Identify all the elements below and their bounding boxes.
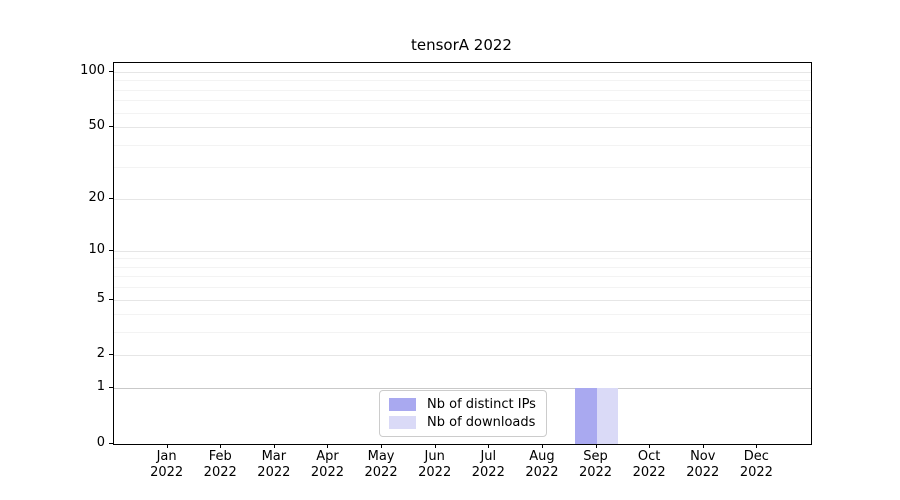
x-tick-mark <box>595 444 597 448</box>
legend: Nb of distinct IPs Nb of downloads <box>379 390 547 437</box>
y-tick-mark <box>109 197 113 199</box>
legend-swatch-distinct-ips-icon <box>389 397 416 411</box>
y-tick-label: 5 <box>96 290 105 306</box>
minor-gridline <box>114 266 811 268</box>
x-tick-label: Feb 2022 <box>203 449 237 480</box>
y-tick-label: 100 <box>80 63 105 79</box>
y-tick-mark <box>109 443 113 444</box>
x-tick-label: May 2022 <box>364 449 398 480</box>
x-tick-label: Mar 2022 <box>257 449 291 480</box>
x-tick-label: Sep 2022 <box>578 449 613 480</box>
legend-row-downloads: Nb of downloads <box>389 415 537 430</box>
x-tick-label: Aug 2022 <box>525 449 559 480</box>
x-tick-label: Dec 2022 <box>739 449 773 480</box>
minor-gridline <box>114 112 811 114</box>
x-tick-mark <box>488 444 490 448</box>
major-gridline <box>114 250 811 252</box>
x-tick-mark <box>434 444 436 448</box>
major-gridline <box>114 198 811 200</box>
x-tick-mark <box>649 444 651 448</box>
plot-area: Nb of distinct IPs Nb of downloads <box>113 62 812 445</box>
bar-downloads <box>596 388 619 444</box>
y-tick-mark <box>109 354 113 356</box>
minor-gridline <box>114 258 811 260</box>
y-tick-mark <box>109 387 113 389</box>
minor-gridline <box>114 332 811 334</box>
x-tick-mark <box>327 444 329 448</box>
major-gridline <box>114 72 811 74</box>
y-tick-label: 1 <box>96 379 105 395</box>
minor-gridline <box>114 89 811 91</box>
y-tick-label: 2 <box>96 346 105 362</box>
major-gridline <box>114 299 811 301</box>
x-tick-label: Nov 2022 <box>686 449 720 480</box>
x-tick-mark <box>756 444 758 448</box>
x-tick-mark <box>702 444 704 448</box>
y-tick-label: 50 <box>88 118 105 134</box>
x-tick-mark <box>273 444 275 448</box>
x-tick-label: Apr 2022 <box>310 449 344 480</box>
legend-row-distinct-ips: Nb of distinct IPs <box>389 397 537 412</box>
y-tick-mark <box>109 298 113 300</box>
bar-distinct-ips <box>575 388 597 444</box>
legend-label-distinct-ips: Nb of distinct IPs <box>427 396 536 412</box>
minor-gridline <box>114 100 811 102</box>
minor-gridline <box>114 276 811 278</box>
minor-gridline <box>114 144 811 146</box>
major-gridline <box>114 355 811 357</box>
minor-gridline <box>114 314 811 316</box>
minor-gridline <box>114 167 811 169</box>
y-tick-mark <box>109 71 113 73</box>
x-tick-mark <box>220 444 222 448</box>
minor-gridline <box>114 287 811 289</box>
x-tick-mark <box>166 444 168 448</box>
minor-gridline <box>114 80 811 82</box>
legend-swatch-downloads-icon <box>389 416 416 430</box>
x-tick-label: Oct 2022 <box>632 449 666 480</box>
y-tick-label: 20 <box>88 189 105 205</box>
y-tick-label: 10 <box>88 241 105 257</box>
x-tick-label: Jun 2022 <box>418 449 452 480</box>
x-tick-label: Jul 2022 <box>471 449 505 480</box>
major-gridline <box>114 127 811 129</box>
y-tick-label: 0 <box>96 435 105 450</box>
x-tick-label: Jan 2022 <box>150 449 184 480</box>
chart-title: tensorA 2022 <box>411 36 512 54</box>
y-tick-mark <box>109 126 113 128</box>
y-tick-mark <box>109 249 113 251</box>
x-tick-mark <box>381 444 383 448</box>
legend-label-downloads: Nb of downloads <box>427 415 536 431</box>
x-tick-mark <box>541 444 543 448</box>
major-gridline <box>114 388 811 390</box>
